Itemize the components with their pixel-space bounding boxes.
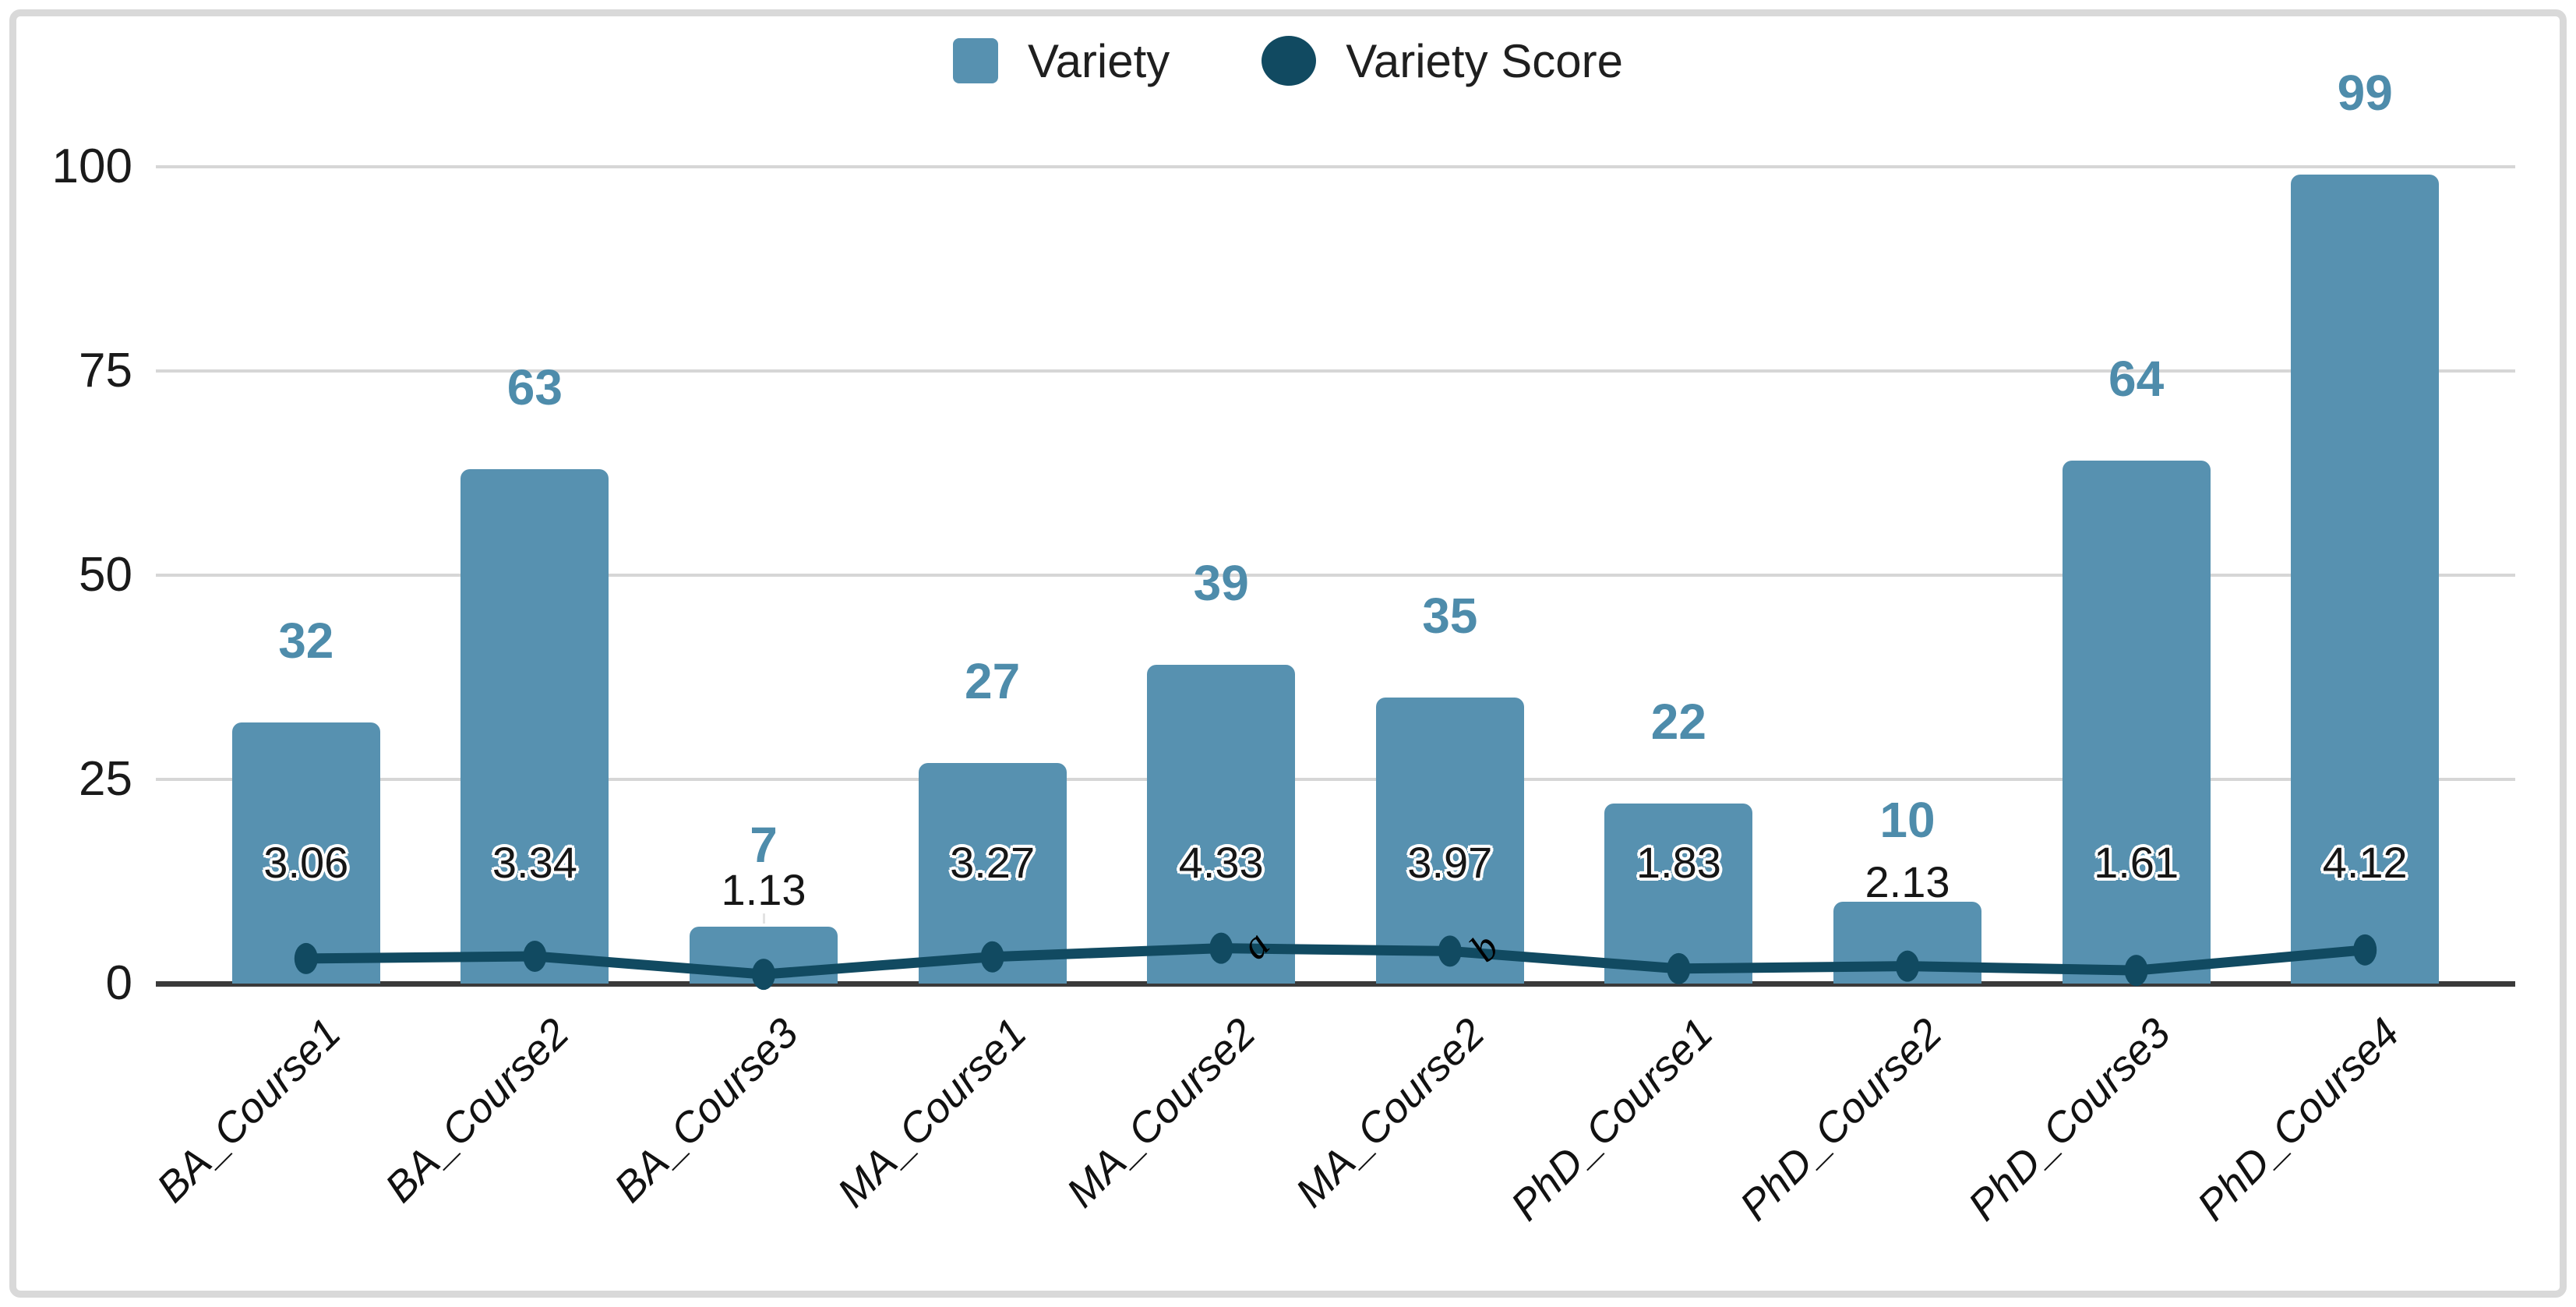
line-point[interactable] (2353, 934, 2377, 966)
line-point[interactable] (980, 941, 1004, 973)
y-axis-tick-label: 25 (79, 752, 132, 806)
line-value-label: 2.13 (1865, 857, 1950, 906)
line-point[interactable] (2124, 955, 2148, 987)
gridline (156, 369, 2515, 373)
legend-item-variety-score[interactable]: Variety Score (1262, 34, 1623, 88)
line-point[interactable] (1667, 952, 1691, 984)
line-value-label: 3.34 (492, 838, 577, 887)
bar[interactable] (2291, 175, 2440, 984)
y-axis-tick-label: 75 (79, 344, 132, 397)
bar-value-label: 22 (1650, 694, 1706, 751)
bar[interactable] (461, 468, 609, 984)
line-point[interactable] (523, 940, 547, 972)
bar[interactable] (1147, 665, 1296, 984)
line-point[interactable] (1438, 935, 1462, 967)
line-value-label: 1.13 (721, 865, 806, 914)
y-axis-tick-label: 100 (51, 140, 132, 193)
bar-value-label: 35 (1422, 588, 1478, 645)
gridline (156, 778, 2515, 781)
legend-label-variety: Variety (1028, 34, 1170, 87)
bar[interactable] (231, 722, 380, 984)
x-axis-line (156, 981, 2515, 987)
bar-value-label: 99 (2337, 65, 2393, 122)
line-point[interactable] (294, 942, 318, 974)
line-point[interactable] (752, 959, 775, 991)
y-axis-tick-label: 0 (105, 956, 132, 1010)
bar-value-label: 32 (278, 612, 334, 669)
line-value-label: 3.06 (263, 838, 349, 887)
legend-label-variety-score: Variety Score (1346, 34, 1623, 87)
legend-item-variety[interactable]: Variety (953, 34, 1170, 88)
bar-value-label: 39 (1193, 555, 1249, 612)
line-value-label: 4.12 (2322, 838, 2408, 887)
bar[interactable] (2062, 461, 2211, 984)
legend: Variety Variety Score (0, 23, 2576, 98)
bar-value-label: 7 (750, 816, 778, 873)
label-leader-line (763, 913, 765, 924)
bar-value-label: 10 (1879, 792, 1936, 849)
variety-score-line (305, 943, 2366, 980)
bar-value-label: 27 (965, 653, 1021, 710)
y-axis-tick-label: 50 (79, 548, 132, 602)
gridline (156, 574, 2515, 577)
legend-circle-icon (1262, 36, 1317, 86)
line-value-label: 4.33 (1178, 838, 1264, 887)
legend-square-icon (953, 38, 998, 83)
bar-value-label: 63 (506, 359, 563, 415)
bar-value-label: 64 (2108, 351, 2165, 408)
line-value-label: 1.61 (2094, 838, 2179, 887)
line-point[interactable] (1896, 950, 1919, 982)
line-value-label: 3.97 (1407, 838, 1493, 887)
line-value-label: 3.27 (950, 838, 1036, 887)
line-value-label: 1.83 (1636, 838, 1721, 887)
line-point[interactable] (1209, 932, 1233, 964)
gridline (156, 165, 2515, 168)
